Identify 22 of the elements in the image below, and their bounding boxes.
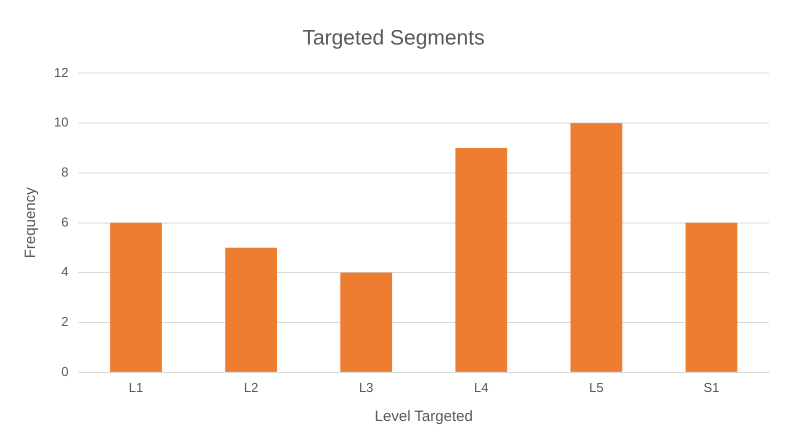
bar [570, 123, 622, 372]
y-tick-label: 12 [54, 64, 68, 80]
x-tick-label: L2 [244, 380, 258, 395]
x-tick-label: L1 [128, 380, 144, 395]
bar [686, 222, 738, 372]
y-tick-label: 2 [61, 314, 68, 330]
y-tick-label: 8 [61, 164, 68, 180]
bar [455, 148, 508, 372]
y-tick-label: 4 [61, 264, 68, 280]
y-tick-label: 0 [61, 364, 68, 379]
y-axis-title: Frequency [22, 186, 40, 258]
x-tick-label: L5 [589, 380, 604, 395]
y-tick-label: 6 [61, 214, 68, 230]
bar [225, 248, 277, 372]
bar [110, 222, 162, 372]
chart-title: Targeted Segments [302, 26, 485, 50]
x-tick-label: L4 [474, 380, 489, 395]
y-tick-label: 10 [54, 114, 68, 130]
bar [340, 272, 392, 372]
x-axis-title: Level Targeted [374, 408, 473, 426]
x-tick-label: S1 [704, 380, 720, 395]
x-tick-label: L3 [358, 380, 374, 395]
